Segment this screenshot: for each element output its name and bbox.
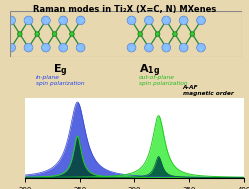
Circle shape (59, 16, 68, 25)
Circle shape (7, 43, 15, 52)
Circle shape (52, 32, 57, 36)
Circle shape (138, 32, 142, 36)
Circle shape (41, 43, 50, 52)
Text: $\mathbf{E_g}$: $\mathbf{E_g}$ (53, 63, 68, 79)
Circle shape (162, 16, 171, 25)
Circle shape (24, 16, 33, 25)
Circle shape (155, 32, 160, 36)
Text: out-of-plane
spin polarization: out-of-plane spin polarization (139, 75, 187, 86)
Text: in-plane
spin polarization: in-plane spin polarization (36, 75, 84, 86)
Circle shape (144, 16, 153, 25)
Circle shape (162, 43, 171, 52)
Circle shape (127, 16, 136, 25)
Circle shape (69, 32, 74, 36)
Circle shape (197, 43, 205, 52)
Circle shape (127, 43, 136, 52)
Circle shape (59, 43, 68, 52)
Circle shape (17, 32, 22, 36)
Circle shape (76, 43, 85, 52)
Circle shape (179, 16, 188, 25)
Text: A-AF
magnetic order: A-AF magnetic order (183, 85, 233, 96)
Text: Raman modes in Ti₂X (X=C, N) MXenes: Raman modes in Ti₂X (X=C, N) MXenes (33, 5, 216, 14)
Circle shape (7, 16, 15, 25)
Circle shape (144, 43, 153, 52)
Circle shape (41, 16, 50, 25)
Circle shape (24, 43, 33, 52)
Circle shape (35, 32, 40, 36)
Circle shape (173, 32, 177, 36)
Circle shape (197, 16, 205, 25)
Circle shape (179, 43, 188, 52)
Circle shape (76, 16, 85, 25)
Circle shape (190, 32, 195, 36)
Text: $\mathbf{A_{1g}}$: $\mathbf{A_{1g}}$ (139, 63, 160, 79)
